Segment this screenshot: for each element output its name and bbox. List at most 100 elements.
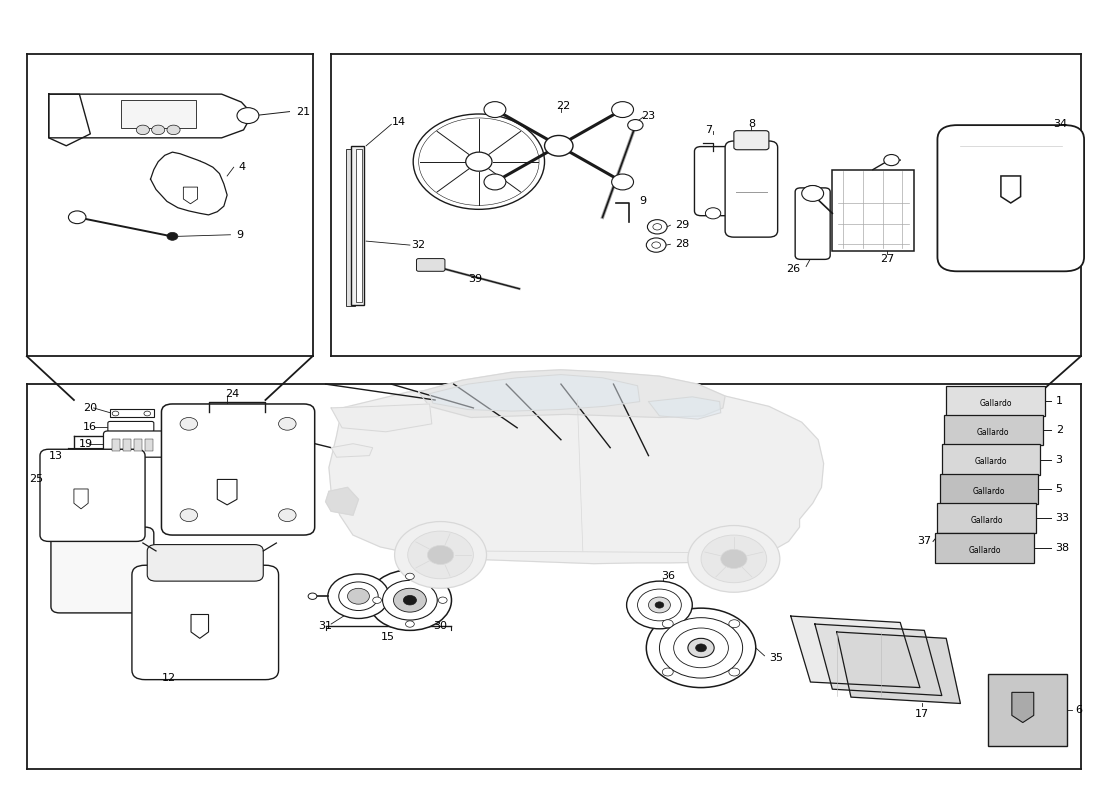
FancyBboxPatch shape xyxy=(937,125,1085,271)
Text: 20: 20 xyxy=(82,403,97,413)
Circle shape xyxy=(662,668,673,676)
Circle shape xyxy=(695,644,706,652)
Circle shape xyxy=(144,411,151,416)
FancyBboxPatch shape xyxy=(725,141,778,237)
Circle shape xyxy=(638,589,681,621)
FancyBboxPatch shape xyxy=(795,188,830,259)
Text: 39: 39 xyxy=(469,274,483,284)
FancyBboxPatch shape xyxy=(108,422,154,432)
Text: Gallardo: Gallardo xyxy=(972,487,1005,496)
Circle shape xyxy=(152,125,165,134)
FancyBboxPatch shape xyxy=(946,386,1045,416)
Circle shape xyxy=(465,152,492,171)
Circle shape xyxy=(612,174,634,190)
FancyBboxPatch shape xyxy=(734,130,769,150)
Circle shape xyxy=(136,125,150,134)
Circle shape xyxy=(729,620,740,628)
Circle shape xyxy=(236,108,258,123)
Text: 15: 15 xyxy=(381,632,395,642)
FancyBboxPatch shape xyxy=(123,439,131,451)
Circle shape xyxy=(406,573,415,579)
Polygon shape xyxy=(1012,692,1034,722)
Polygon shape xyxy=(218,479,236,505)
Text: 17: 17 xyxy=(915,709,930,719)
FancyBboxPatch shape xyxy=(103,431,173,457)
Circle shape xyxy=(883,154,899,166)
Text: 7: 7 xyxy=(705,125,713,135)
Circle shape xyxy=(612,102,634,118)
Text: 28: 28 xyxy=(674,239,689,250)
Text: 33: 33 xyxy=(1056,514,1069,523)
Circle shape xyxy=(647,608,756,687)
Circle shape xyxy=(167,125,180,134)
FancyBboxPatch shape xyxy=(833,170,914,250)
Text: 23: 23 xyxy=(641,110,656,121)
Text: Gallardo: Gallardo xyxy=(968,546,1001,554)
Circle shape xyxy=(414,114,544,210)
Polygon shape xyxy=(326,487,359,515)
FancyBboxPatch shape xyxy=(110,409,154,418)
Circle shape xyxy=(688,638,714,658)
Text: 3: 3 xyxy=(1056,454,1063,465)
Circle shape xyxy=(484,102,506,118)
Text: 36: 36 xyxy=(661,571,675,582)
Text: 6: 6 xyxy=(1076,705,1082,715)
FancyBboxPatch shape xyxy=(942,445,1041,474)
Circle shape xyxy=(484,174,506,190)
Circle shape xyxy=(68,211,86,224)
Text: 5: 5 xyxy=(1056,484,1063,494)
Circle shape xyxy=(627,581,692,629)
Text: 24: 24 xyxy=(226,389,240,398)
Polygon shape xyxy=(151,152,227,215)
Text: 9: 9 xyxy=(640,196,647,206)
Text: 29: 29 xyxy=(674,220,689,230)
Text: Gallardo: Gallardo xyxy=(970,516,1003,526)
FancyBboxPatch shape xyxy=(935,533,1034,563)
Text: 14: 14 xyxy=(392,117,406,127)
FancyBboxPatch shape xyxy=(356,149,362,302)
FancyBboxPatch shape xyxy=(51,527,154,613)
Circle shape xyxy=(802,186,824,202)
Text: 4: 4 xyxy=(238,162,245,172)
Circle shape xyxy=(688,526,780,592)
Text: 22: 22 xyxy=(556,101,570,111)
Circle shape xyxy=(408,531,473,578)
FancyBboxPatch shape xyxy=(145,439,153,451)
FancyBboxPatch shape xyxy=(346,149,355,306)
Circle shape xyxy=(720,550,747,569)
Circle shape xyxy=(278,418,296,430)
Circle shape xyxy=(308,593,317,599)
Polygon shape xyxy=(329,388,824,564)
Text: 32: 32 xyxy=(411,240,426,250)
FancyBboxPatch shape xyxy=(134,439,142,451)
Text: 37: 37 xyxy=(916,537,931,546)
Circle shape xyxy=(339,582,378,610)
Circle shape xyxy=(656,602,663,608)
Circle shape xyxy=(647,238,666,252)
Circle shape xyxy=(406,621,415,627)
Circle shape xyxy=(404,595,417,605)
FancyBboxPatch shape xyxy=(944,415,1043,446)
Circle shape xyxy=(804,186,822,198)
Circle shape xyxy=(662,620,673,628)
FancyBboxPatch shape xyxy=(937,503,1036,534)
Text: 21: 21 xyxy=(296,106,310,117)
Polygon shape xyxy=(191,614,209,638)
FancyBboxPatch shape xyxy=(351,146,364,305)
Polygon shape xyxy=(184,187,198,204)
Polygon shape xyxy=(791,616,920,687)
FancyBboxPatch shape xyxy=(939,474,1038,504)
Circle shape xyxy=(659,618,742,678)
Text: 34: 34 xyxy=(1054,118,1068,129)
Text: 8: 8 xyxy=(748,118,755,129)
Text: Gallardo: Gallardo xyxy=(979,398,1012,408)
Circle shape xyxy=(167,232,178,240)
Polygon shape xyxy=(331,444,373,457)
Polygon shape xyxy=(48,94,90,146)
Circle shape xyxy=(278,509,296,522)
Text: Gallardo: Gallardo xyxy=(977,428,1010,437)
Circle shape xyxy=(705,208,720,219)
Circle shape xyxy=(649,597,670,613)
Text: 16: 16 xyxy=(82,422,97,432)
Text: 9: 9 xyxy=(235,230,243,240)
